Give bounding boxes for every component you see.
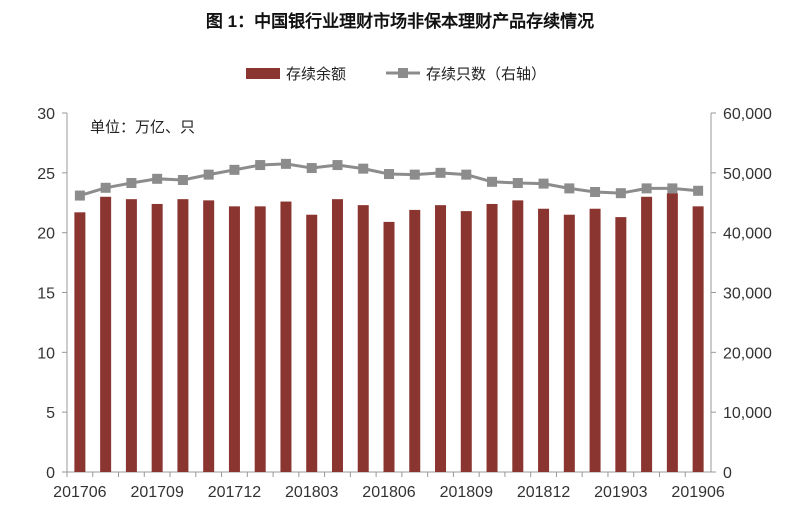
bar-201810 xyxy=(486,203,498,473)
line-marker-201706 xyxy=(74,190,85,201)
line-marker-201806 xyxy=(384,169,394,180)
line-marker-201711 xyxy=(203,169,214,180)
left-tick-label: 5 xyxy=(46,405,55,422)
legend-swatch-marker xyxy=(398,68,408,78)
bar-201803 xyxy=(306,214,318,472)
line-marker-201811 xyxy=(512,178,523,189)
bar-201812 xyxy=(538,208,550,472)
right-tick-label: 20,000 xyxy=(723,345,772,362)
bar-201709 xyxy=(151,203,163,473)
bar-201708 xyxy=(125,199,137,472)
line-marker-201803 xyxy=(306,163,317,174)
bar-201801 xyxy=(254,206,266,472)
bar-201806 xyxy=(383,221,395,472)
line-marker-201810 xyxy=(487,176,498,187)
x-tick-label: 201809 xyxy=(440,484,493,501)
left-tick-label: 10 xyxy=(37,345,55,362)
bar-201710 xyxy=(177,199,189,472)
left-tick-label: 20 xyxy=(37,226,55,243)
bar-201804 xyxy=(331,199,343,472)
bar-201903 xyxy=(615,217,627,472)
line-marker-201812 xyxy=(538,178,549,189)
x-tick-label: 201709 xyxy=(130,484,183,501)
line-marker-201808 xyxy=(435,167,446,178)
line-marker-201904 xyxy=(641,183,652,194)
legend-swatch-bar xyxy=(246,68,280,79)
legend-label-line: 存续只数（右轴） xyxy=(426,66,546,83)
line-marker-201709 xyxy=(152,173,163,184)
bar-201707 xyxy=(100,196,112,472)
left-tick-label: 30 xyxy=(37,106,55,123)
bar-201906 xyxy=(692,206,704,472)
legend: 存续余额 存续只数（右轴） xyxy=(246,65,546,83)
bar-201809 xyxy=(460,211,472,473)
bar-201902 xyxy=(589,208,601,472)
line-marker-201805 xyxy=(358,163,369,174)
x-tick-label: 201803 xyxy=(285,484,338,501)
bar-201706 xyxy=(74,212,86,472)
right-tick-label: 60,000 xyxy=(723,106,772,123)
right-tick-label: 10,000 xyxy=(723,405,772,422)
left-tick-label: 25 xyxy=(37,166,55,183)
line-marker-201902 xyxy=(590,186,601,197)
line-marker-201804 xyxy=(332,160,343,171)
x-tick-label: 201903 xyxy=(594,484,647,501)
bar-201901 xyxy=(563,214,575,472)
left-tick-label: 15 xyxy=(37,286,55,303)
line-marker-201712 xyxy=(229,164,240,175)
right-tick-label: 0 xyxy=(723,465,732,482)
bar-201807 xyxy=(409,209,421,472)
chart-title: 图 1：中国银行业理财市场非保本理财产品存续情况 xyxy=(206,11,594,31)
x-tick-label: 201906 xyxy=(671,484,724,501)
legend-label-bar: 存续余额 xyxy=(286,65,346,83)
line-marker-201906 xyxy=(693,185,704,196)
bar-201711 xyxy=(203,200,215,472)
bar-201905 xyxy=(666,193,678,472)
x-tick-label: 201712 xyxy=(208,484,261,501)
bar-201712 xyxy=(228,206,240,472)
bar-201811 xyxy=(512,200,524,472)
right-tick-label: 30,000 xyxy=(723,286,772,303)
bar-201904 xyxy=(641,196,653,472)
line-series xyxy=(79,162,699,198)
line-marker-201809 xyxy=(461,169,472,180)
line-marker-201802 xyxy=(280,158,291,169)
unit-note: 单位：万亿、只 xyxy=(90,119,195,136)
line-marker-201903 xyxy=(615,188,626,199)
x-tick-label: 201806 xyxy=(362,484,415,501)
line-marker-201901 xyxy=(564,183,575,194)
line-marker-201801 xyxy=(255,160,266,171)
left-tick-label: 0 xyxy=(46,465,55,482)
x-tick-label: 201812 xyxy=(517,484,570,501)
line-marker-201708 xyxy=(126,178,137,189)
line-marker-201905 xyxy=(667,183,678,194)
right-tick-label: 40,000 xyxy=(723,226,772,243)
bar-201805 xyxy=(357,205,369,473)
line-marker-201710 xyxy=(177,175,188,186)
right-tick-label: 50,000 xyxy=(723,166,772,183)
line-marker-201807 xyxy=(409,169,420,180)
line-marker-201707 xyxy=(100,182,111,193)
bar-201808 xyxy=(435,205,447,473)
x-tick-label: 201706 xyxy=(53,484,106,501)
bar-201802 xyxy=(280,201,292,472)
